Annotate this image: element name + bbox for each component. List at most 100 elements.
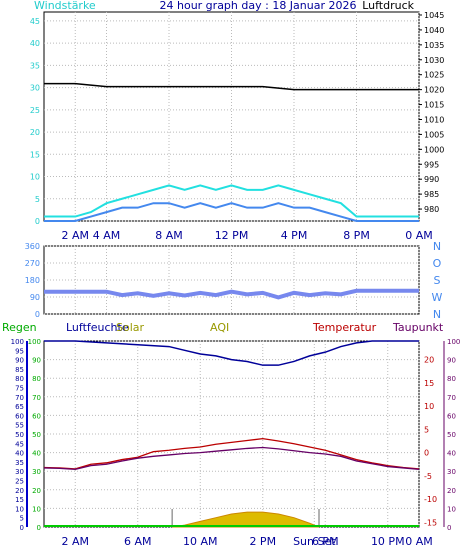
pressure-tick-label: 990 bbox=[424, 175, 439, 184]
rain-tick-label: 45 bbox=[15, 440, 24, 448]
rain-tick-label: 60 bbox=[15, 412, 24, 420]
pressure-tick-label: 985 bbox=[424, 190, 439, 199]
compass-label: N bbox=[433, 240, 441, 253]
wind-tick-label: 45 bbox=[30, 17, 40, 26]
rain-tick-label: 20 bbox=[15, 487, 24, 495]
temperature-tick-label: 15 bbox=[424, 379, 434, 388]
temperature-tick-label: 5 bbox=[424, 425, 429, 434]
wind-tick-label: 20 bbox=[30, 128, 40, 137]
legend-luftfeuchte: Luftfeuchte bbox=[66, 321, 129, 334]
humidity-tick-label: 50 bbox=[32, 431, 41, 439]
x-tick-label: 12 PM bbox=[215, 229, 249, 242]
temperature-line bbox=[43, 437, 420, 470]
far-right-tick-label: 40 bbox=[447, 450, 456, 458]
wind-pressure-series bbox=[44, 82, 419, 222]
pressure-tick-label: 1045 bbox=[424, 11, 444, 20]
rain-tick-label: 10 bbox=[15, 505, 24, 513]
wind-tick-label: 40 bbox=[30, 39, 40, 48]
wind-x-axis: 2 AM 4 AM 8 AM 12 PM 4 PM 8 PM 0 AM bbox=[61, 229, 432, 242]
rain-tick-label: 15 bbox=[15, 496, 24, 504]
rain-tick-label: 35 bbox=[15, 459, 24, 467]
compass-label: N bbox=[433, 308, 441, 321]
wind-axis-label: Windstärke bbox=[34, 0, 96, 12]
direction-tick-label: 180 bbox=[25, 276, 40, 285]
temperature-tick-label: 10 bbox=[424, 402, 434, 411]
far-right-tick-label: 60 bbox=[447, 412, 456, 420]
rain-tick-label: 25 bbox=[15, 478, 24, 486]
rain-tick-label: 100 bbox=[11, 338, 24, 346]
pressure-tick-label: 1040 bbox=[424, 26, 444, 35]
rain-tick-label: 0 bbox=[20, 524, 24, 532]
x-tick-label: Sun Set bbox=[293, 535, 336, 548]
x-tick-label: 10 PM bbox=[371, 535, 405, 548]
temperature-tick-label: 0 bbox=[424, 449, 429, 458]
dewpoint-far-right-axis: 0 10 20 30 40 50 60 70 80 90 100 bbox=[443, 338, 460, 532]
far-right-tick-label: 30 bbox=[447, 468, 456, 476]
pressure-axis-label: Luftdruck bbox=[362, 0, 414, 12]
rain-baseline bbox=[44, 525, 419, 527]
humidity-tick-label: 80 bbox=[32, 375, 41, 383]
compass-label: W bbox=[432, 291, 443, 304]
rain-tick-label: 55 bbox=[15, 422, 24, 430]
pressure-tick-label: 1005 bbox=[424, 130, 444, 139]
pressure-tick-label: 995 bbox=[424, 160, 439, 169]
compass-label: S bbox=[434, 274, 441, 287]
humidity-tick-label: 100 bbox=[28, 338, 41, 346]
rain-tick-label: 90 bbox=[15, 357, 24, 365]
chart-title: 24 hour graph day : 18 Januar 2026 bbox=[160, 0, 357, 12]
x-tick-label: 4 PM bbox=[281, 229, 308, 242]
x-tick-label: 6 PM bbox=[312, 535, 339, 548]
pressure-tick-label: 1020 bbox=[424, 86, 444, 95]
pressure-tick-label: 1000 bbox=[424, 145, 444, 154]
rain-tick-label: 80 bbox=[15, 375, 24, 383]
legend-regen: Regen bbox=[2, 321, 37, 334]
wind-left-axis: 0 5 10 15 20 25 30 35 40 45 bbox=[30, 17, 40, 226]
pressure-tick-label: 980 bbox=[424, 205, 439, 214]
series-line-1 bbox=[44, 184, 419, 218]
far-right-tick-label: 10 bbox=[447, 505, 456, 513]
humidity-tick-label: 40 bbox=[32, 450, 41, 458]
x-tick-label: 2 AM bbox=[61, 229, 89, 242]
humidity-tick-label: 10 bbox=[32, 505, 41, 513]
humidity-tick-label: 30 bbox=[32, 468, 41, 476]
humidity-tick-label: 60 bbox=[32, 412, 41, 420]
x-tick-label: 8 PM bbox=[343, 229, 370, 242]
far-right-tick-label: 50 bbox=[447, 431, 456, 439]
far-right-tick-label: 100 bbox=[447, 338, 460, 346]
wind-direction-left-axis: 0 90 180 270 360 bbox=[25, 242, 40, 319]
wind-tick-label: 25 bbox=[30, 106, 40, 115]
legend-aqi: AQI bbox=[210, 321, 229, 334]
pressure-right-axis: 980 985 990 995 1000 1005 1010 1015 1020 1025 1030… bbox=[419, 11, 444, 214]
far-right-tick-label: 90 bbox=[447, 357, 456, 365]
humidity-tick-label: 20 bbox=[32, 487, 41, 495]
x-tick-label: 2 AM bbox=[61, 535, 89, 548]
temperature-tick-label: 20 bbox=[424, 356, 434, 365]
far-right-tick-label: 70 bbox=[447, 394, 456, 402]
rain-tick-label: 5 bbox=[20, 515, 24, 523]
wind-tick-label: 30 bbox=[30, 84, 40, 93]
series-line-0 bbox=[44, 82, 419, 91]
temperature-tick-label: -15 bbox=[424, 518, 437, 527]
direction-tick-label: 360 bbox=[25, 242, 40, 251]
x-tick-label: 8 AM bbox=[155, 229, 183, 242]
humidity-tick-label: 90 bbox=[32, 357, 41, 365]
far-right-tick-label: 80 bbox=[447, 375, 456, 383]
rain-tick-label: 30 bbox=[15, 468, 24, 476]
legend-temperatur: Temperatur bbox=[312, 321, 377, 334]
rain-tick-label: 50 bbox=[15, 431, 24, 439]
solar-area bbox=[172, 511, 320, 528]
compass-label: O bbox=[433, 257, 442, 270]
wind-tick-label: 10 bbox=[30, 173, 40, 182]
pressure-tick-label: 1015 bbox=[424, 101, 444, 110]
direction-line bbox=[44, 288, 419, 300]
legend-solar: Solar bbox=[116, 321, 145, 334]
x-tick-label: 4 AM bbox=[93, 229, 121, 242]
humidity-axis: 0 10 20 30 40 50 60 70 80 90 100 bbox=[28, 338, 41, 532]
humidity-tick-label: 0 bbox=[37, 524, 41, 532]
wind-tick-label: 15 bbox=[30, 150, 40, 159]
wind-tick-label: 35 bbox=[30, 61, 40, 70]
wind-direction-series bbox=[44, 288, 419, 300]
pressure-tick-label: 1035 bbox=[424, 41, 444, 50]
